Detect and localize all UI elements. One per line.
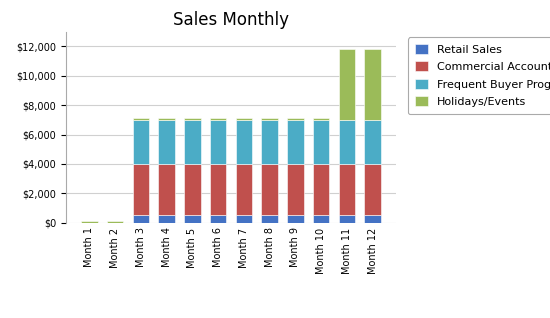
Bar [184,215,201,223]
Bar [261,120,278,164]
Bar [133,164,149,215]
Bar [261,164,278,215]
Bar [158,118,175,120]
Bar [287,164,304,215]
Title: Sales Monthly: Sales Monthly [173,11,289,29]
Bar [210,215,227,223]
Bar [184,118,201,120]
Bar [338,215,355,223]
Bar [133,215,149,223]
Bar [184,120,201,164]
Bar [364,49,381,120]
Bar [158,164,175,215]
Bar [364,120,381,164]
Bar [158,120,175,164]
Bar [261,215,278,223]
Bar [210,164,227,215]
Bar [81,221,98,223]
Bar [364,215,381,223]
Bar [210,120,227,164]
Bar [313,118,329,120]
Bar [158,215,175,223]
Bar [235,164,252,215]
Bar [338,164,355,215]
Bar [364,164,381,215]
Bar [287,215,304,223]
Bar [184,164,201,215]
Bar [261,118,278,120]
Bar [287,118,304,120]
Bar [107,221,124,223]
Bar [287,120,304,164]
Bar [210,118,227,120]
Bar [313,215,329,223]
Bar [313,164,329,215]
Bar [133,118,149,120]
Bar [235,118,252,120]
Bar [235,215,252,223]
Bar [133,120,149,164]
Bar [338,49,355,120]
Bar [338,120,355,164]
Bar [313,120,329,164]
Legend: Retail Sales, Commercial Accounts, Frequent Buyer Programs, Holidays/Events: Retail Sales, Commercial Accounts, Frequ… [408,37,550,114]
Bar [235,120,252,164]
